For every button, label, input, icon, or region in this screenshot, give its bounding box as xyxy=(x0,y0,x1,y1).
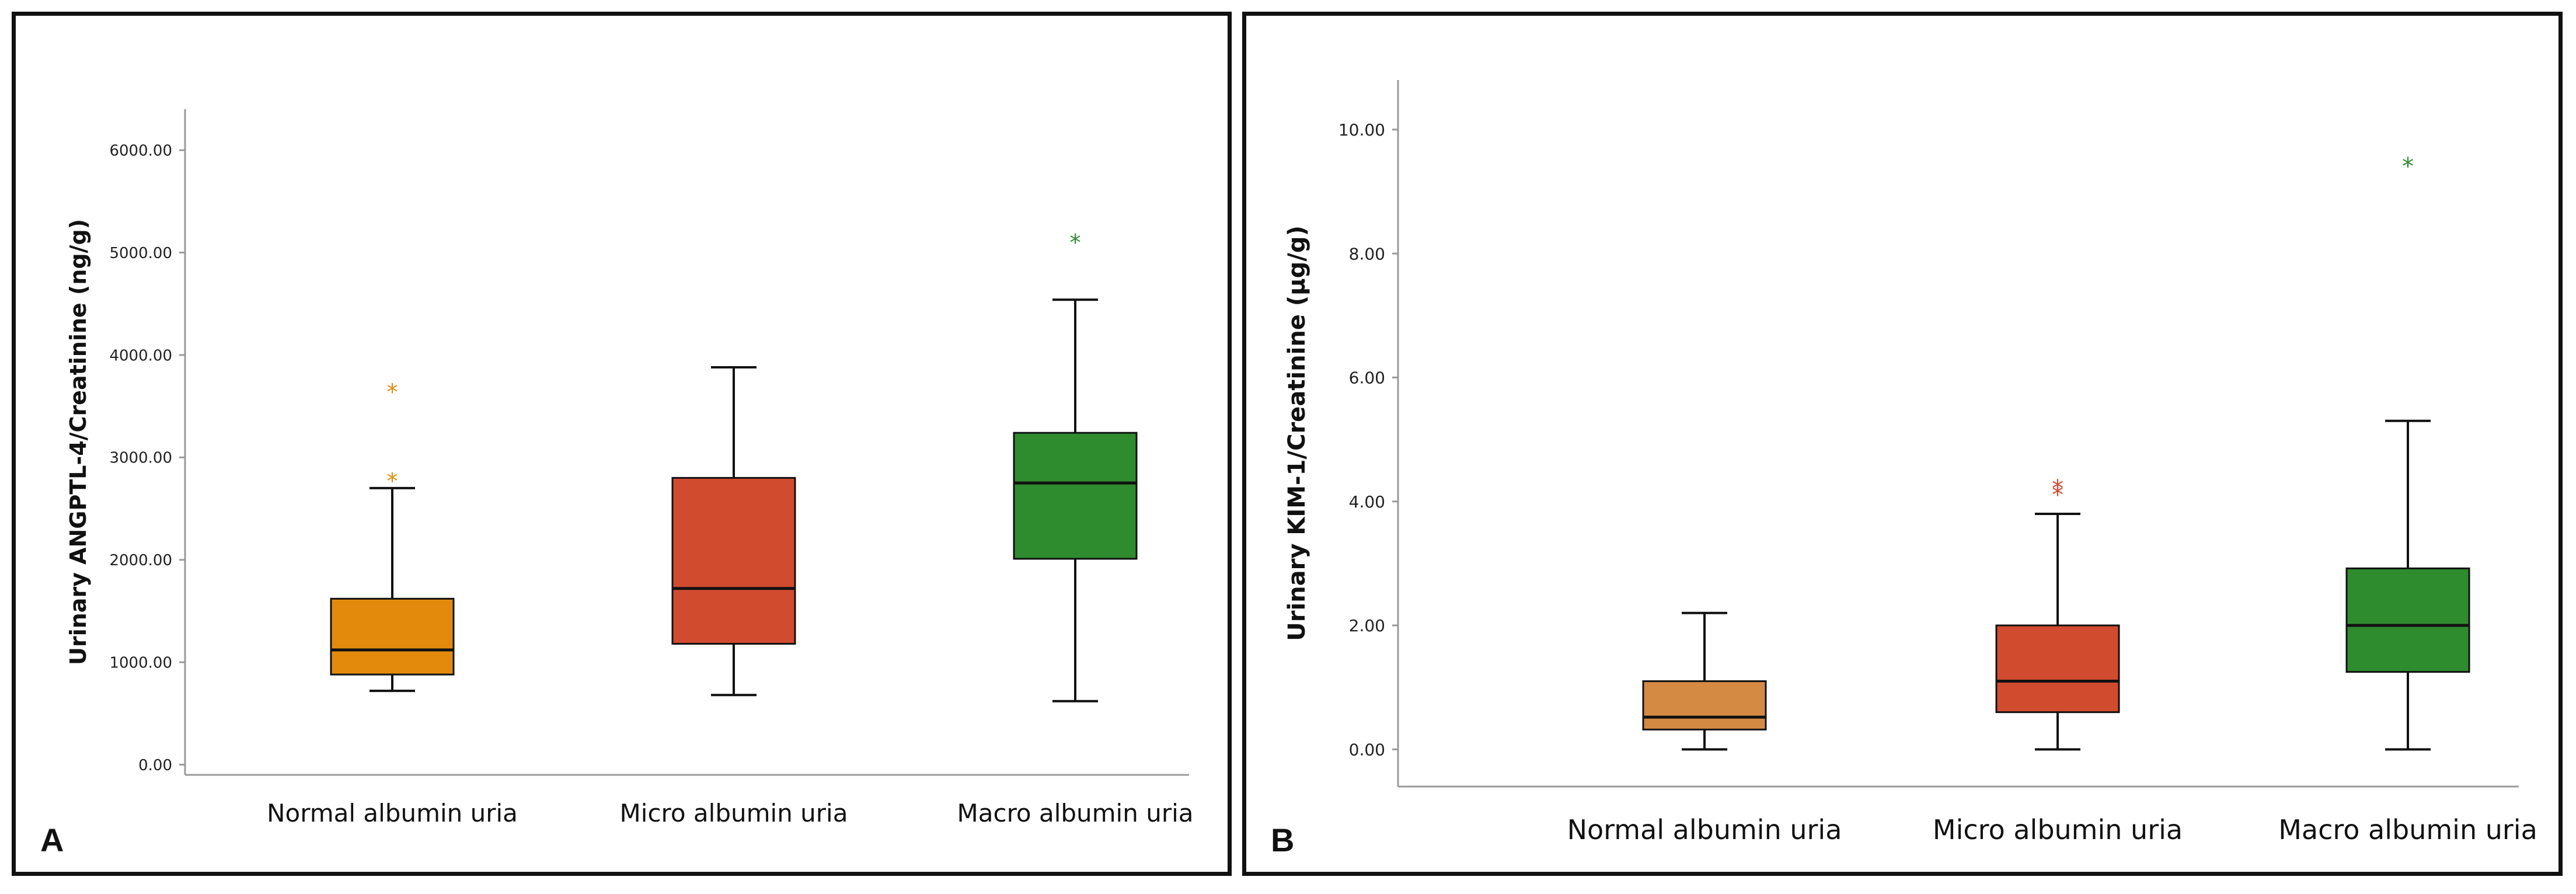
box-group-b-3: * xyxy=(2345,153,2470,751)
y-tick-label-a: 4000.00 xyxy=(109,347,172,364)
y-tick-label-a: 6000.00 xyxy=(109,142,172,160)
y-axis-title-a: Urinary ANGPTL-4/Creatinine (ng/g) xyxy=(65,219,91,665)
outlier-marker: * xyxy=(2402,153,2414,180)
iqr-box xyxy=(2345,567,2470,673)
box-group-a-2 xyxy=(671,366,796,697)
iqr-box xyxy=(1995,624,2120,714)
y-tick-label-b: 8.00 xyxy=(1349,244,1385,263)
iqr-box xyxy=(1642,680,1767,730)
iqr-box xyxy=(330,597,455,676)
y-axis-title-b: Urinary KIM-1/Creatinine (μg/g) xyxy=(1284,225,1310,641)
iqr-box xyxy=(1013,432,1138,560)
x-category-label-a: Micro albumin uria xyxy=(620,799,848,827)
outlier-marker: * xyxy=(2052,475,2063,502)
panel-label-b: B xyxy=(1271,822,1295,858)
x-category-label-a: Macro albumin uria xyxy=(957,799,1194,827)
box-group-a-1: ** xyxy=(330,380,455,693)
y-tick-label-b: 10.00 xyxy=(1338,120,1385,140)
panel-label-a: A xyxy=(40,822,64,858)
outlier-marker: * xyxy=(1070,230,1081,256)
y-tick-label-a: 5000.00 xyxy=(109,245,172,262)
x-category-label-a: Normal albumin uria xyxy=(267,799,518,827)
box-group-a-3: * xyxy=(1013,230,1138,702)
chart-a-svg: 0.00 1000.00 2000.00 3000.00 4000.00 5000.00 6… xyxy=(65,109,1194,827)
panel-a: 0.00 1000.00 2000.00 3000.00 4000.00 5000.00 6… xyxy=(12,12,1232,876)
y-tick-label-a: 1000.00 xyxy=(109,654,172,672)
panel-b: 0.00 2.00 4.00 6.00 8.00 10.00 Urinary KIM-1/C… xyxy=(1242,12,2563,876)
y-tick-label-a: 2000.00 xyxy=(109,552,172,569)
x-category-label-b: Macro albumin uria xyxy=(2278,814,2537,846)
outlier-marker: * xyxy=(387,380,398,405)
x-category-label-b: Normal albumin uria xyxy=(1567,814,1842,846)
chart-b-svg: 0.00 2.00 4.00 6.00 8.00 10.00 Urinary KIM-1/C… xyxy=(1284,80,2537,846)
x-category-label-b: Micro albumin uria xyxy=(1933,814,2183,846)
outlier-marker: * xyxy=(387,468,398,494)
box-group-b-2: ** xyxy=(1995,475,2120,751)
y-tick-label-a: 0.00 xyxy=(138,757,172,774)
y-tick-label-b: 4.00 xyxy=(1349,492,1385,512)
outlier-marker: * xyxy=(2052,482,2063,509)
box-group-b-1 xyxy=(1642,611,1767,751)
y-tick-label-b: 0.00 xyxy=(1349,740,1385,759)
iqr-box xyxy=(671,476,796,645)
y-tick-label-a: 3000.00 xyxy=(109,450,172,467)
y-tick-label-b: 2.00 xyxy=(1349,616,1385,635)
y-tick-label-b: 6.00 xyxy=(1349,368,1385,388)
